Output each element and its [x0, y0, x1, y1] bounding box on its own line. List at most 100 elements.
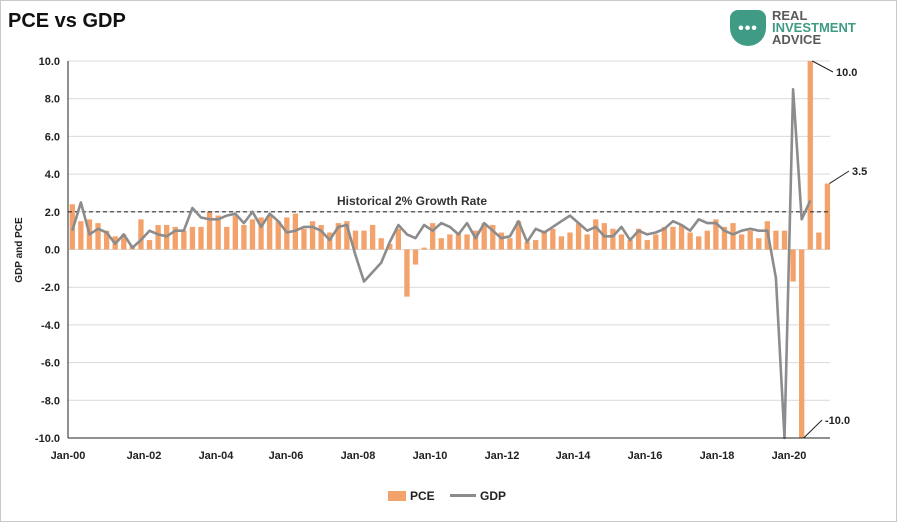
- pce-bar: [678, 224, 685, 250]
- pce-bar: [584, 234, 590, 250]
- pce-bar: [344, 221, 350, 250]
- x-tick-label: Jan-10: [413, 450, 448, 462]
- pce-bar: [756, 238, 762, 250]
- legend-pce-label: PCE: [410, 488, 435, 503]
- pce-bar: [481, 223, 487, 250]
- pce-bar: [447, 234, 453, 250]
- annotations: 10.0 3.5 -10.0: [803, 60, 867, 439]
- brand-badge-icon: [730, 10, 766, 46]
- pce-bar: [318, 224, 324, 250]
- pce-bar: [189, 226, 196, 250]
- pce-bar: [807, 61, 813, 250]
- x-tick-label: Jan-08: [341, 450, 376, 462]
- pce-bar: [713, 219, 719, 250]
- pce-bar: [103, 230, 110, 250]
- x-tick-label: Jan-20: [772, 450, 807, 462]
- pce-bar: [438, 238, 444, 250]
- pce-bar: [224, 226, 230, 250]
- legend-pce-swatch: [388, 490, 406, 501]
- y-tick-label: 8.0: [45, 94, 60, 106]
- pce-bar: [361, 230, 367, 250]
- legend-gdp-swatch: [450, 494, 477, 498]
- pce-bar: [704, 230, 710, 250]
- legend-gdp-label: GDP: [480, 488, 507, 503]
- pce-bar: [747, 230, 753, 250]
- annotation-leader: [829, 170, 850, 184]
- pce-bar: [541, 230, 547, 250]
- pce-bar: [78, 221, 84, 250]
- pce-bar: [241, 224, 247, 250]
- pce-bar: [395, 228, 402, 250]
- pce-bar: [172, 226, 178, 250]
- x-tick-label: Jan-04: [199, 450, 235, 462]
- pce-bar: [610, 228, 616, 250]
- pce-bar: [181, 230, 187, 250]
- pce-bar: [730, 223, 736, 250]
- pce-bar: [421, 247, 427, 250]
- x-tick-label: Jan-12: [485, 450, 520, 462]
- x-tick-label: Jan-02: [127, 450, 162, 462]
- pce-bar: [275, 221, 281, 250]
- pce-bar: [258, 217, 264, 250]
- chart-title: PCE vs GDP: [8, 10, 126, 32]
- pce-bar: [721, 226, 728, 250]
- gdp-line-group: [71, 88, 812, 440]
- x-tick-label: Jan-18: [700, 450, 735, 462]
- pce-bar: [455, 232, 462, 250]
- pce-bar: [215, 215, 221, 250]
- annotation-label: 3.5: [852, 166, 867, 178]
- x-tick-label: Jan-00: [51, 450, 86, 462]
- brand-dots-icon: •••: [738, 20, 758, 37]
- x-tick-label: Jan-06: [269, 450, 304, 462]
- pce-bar: [507, 238, 513, 250]
- pce-bar: [790, 249, 796, 282]
- pce-bar: [781, 230, 788, 250]
- pce-bar: [464, 234, 470, 250]
- pce-bar: [335, 223, 341, 250]
- x-tick-label: Jan-16: [628, 450, 663, 462]
- y-axis-label: GDP and PCE: [14, 217, 25, 283]
- axes: 10.0 8.0 6.0 4.0 2.0 0.0 -2.0 -4.0 -6.0 -8.0 -10.0…: [35, 56, 830, 462]
- pce-bar: [653, 234, 659, 250]
- pce-bar: [515, 221, 522, 250]
- pce-bar: [738, 234, 745, 250]
- pce-bar: [575, 223, 582, 250]
- pce-bar: [558, 236, 565, 250]
- reference-line-label: Historical 2% Growth Rate: [337, 194, 487, 208]
- pce-bar: [378, 238, 384, 250]
- y-tick-label: 4.0: [45, 169, 60, 181]
- y-tick-label: -2.0: [41, 282, 60, 294]
- pce-bar: [635, 228, 642, 250]
- y-tick-label: -4.0: [41, 320, 60, 332]
- pce-bar: [498, 232, 505, 250]
- pce-bar: [121, 234, 127, 250]
- pce-bar: [155, 224, 161, 250]
- pce-bar: [95, 223, 101, 250]
- pce-bar: [773, 230, 779, 250]
- y-tick-label: 2.0: [45, 207, 60, 219]
- pce-bar: [661, 226, 668, 250]
- pce-bar: [567, 232, 573, 250]
- pce-bar: [301, 228, 307, 250]
- brand-name: REAL INVESTMENT ADVICE: [772, 8, 856, 47]
- pce-bar: [824, 183, 831, 250]
- pce-bar: [404, 249, 410, 297]
- pce-bar: [524, 241, 530, 250]
- pce-bar: [696, 236, 702, 250]
- pce-bar: [430, 223, 436, 250]
- annotation-label: 10.0: [836, 67, 857, 79]
- pce-bars: [69, 61, 831, 438]
- pce-bar: [644, 240, 650, 250]
- x-tick-label: Jan-14: [556, 450, 592, 462]
- reference-line-group: Historical 2% Growth Rate: [68, 194, 830, 213]
- brand-logo: ••• REAL INVESTMENT ADVICE: [730, 8, 880, 52]
- legend: PCE GDP: [388, 488, 506, 504]
- y-tick-label: -6.0: [41, 358, 60, 370]
- pce-bar: [593, 219, 599, 250]
- pce-bar: [309, 221, 316, 250]
- annotation-leader: [803, 419, 823, 439]
- y-tick-label: -8.0: [41, 395, 60, 407]
- pce-bar: [138, 219, 144, 250]
- pce-bar: [627, 240, 633, 250]
